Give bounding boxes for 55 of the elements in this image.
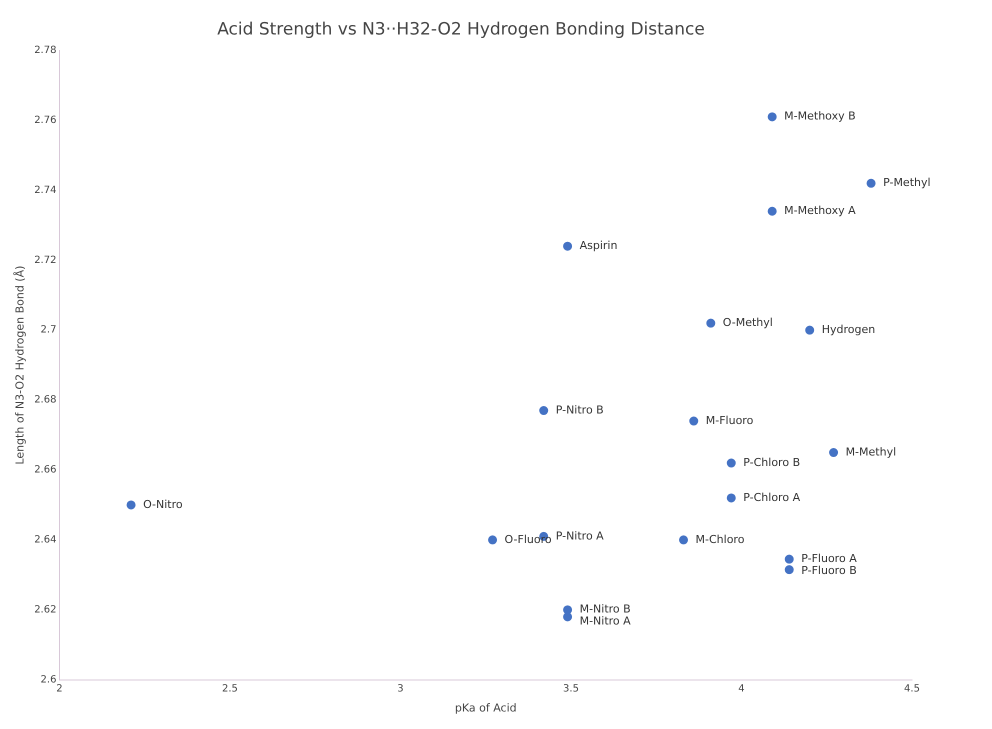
x-tick-label: 4.5	[904, 683, 920, 694]
y-tick-label: 2.6	[40, 674, 56, 686]
point	[805, 326, 814, 335]
y-tick-label: 2.78	[34, 44, 56, 56]
annotation: M-Nitro B	[580, 602, 631, 616]
point	[689, 416, 698, 426]
point	[539, 406, 548, 416]
x-axis-title: pKa of Acid	[454, 701, 517, 714]
y-tick-label: 2.68	[34, 394, 56, 406]
point	[563, 242, 572, 251]
y-axis-title: Length of N3-O2 Hydrogen Bond (Å)	[12, 266, 26, 465]
annotation: P-Methyl	[883, 176, 931, 190]
annotation: M-Methyl	[846, 445, 896, 458]
annotation: P-Nitro B	[556, 403, 604, 416]
annotation: M-Nitro A	[580, 614, 632, 628]
annotation: M-Chloro	[696, 532, 745, 546]
point	[726, 458, 736, 468]
y-tick-label: 2.7	[40, 324, 56, 336]
annotation: P-Fluoro B	[801, 564, 857, 578]
y-tick-label: 2.74	[34, 184, 56, 196]
x-tick-label: 2.5	[222, 683, 238, 694]
point	[784, 565, 794, 574]
annotation: P-Chloro B	[743, 456, 800, 469]
point	[784, 554, 794, 564]
y-tick-label: 2.64	[34, 534, 56, 546]
annotation: M-Methoxy A	[784, 204, 856, 218]
point	[563, 612, 572, 622]
y-tick-label: 2.62	[34, 604, 56, 616]
annotation: M-Fluoro	[706, 414, 754, 427]
y-tick-label: 2.66	[34, 464, 56, 476]
point	[829, 448, 838, 458]
annotation: Hydrogen	[822, 322, 876, 336]
annotation: M-Methoxy B	[784, 110, 856, 123]
annotation: O-Fluoro	[504, 532, 552, 546]
point	[126, 500, 136, 510]
chart-title: Acid Strength vs N3··H32-O2 Hydrogen Bonding Distance	[217, 20, 705, 40]
point	[768, 206, 777, 216]
point	[488, 535, 498, 544]
y-tick-label: 2.76	[34, 114, 56, 126]
x-tick-label: 3	[397, 683, 404, 694]
x-tick-label: 4	[738, 683, 745, 694]
annotation: O-Methyl	[722, 316, 773, 329]
point	[706, 318, 716, 328]
annotation: Aspirin	[580, 239, 618, 252]
point	[866, 178, 876, 188]
annotation: P-Chloro A	[743, 490, 801, 504]
point	[726, 493, 736, 502]
annotation: O-Nitro	[143, 498, 183, 511]
y-tick-label: 2.72	[34, 254, 56, 266]
point	[768, 112, 777, 122]
annotation: P-Nitro A	[556, 529, 604, 542]
annotation: P-Fluoro A	[801, 552, 858, 566]
point	[679, 535, 688, 544]
x-tick-label: 3.5	[563, 683, 579, 694]
x-tick-label: 2	[56, 683, 63, 694]
